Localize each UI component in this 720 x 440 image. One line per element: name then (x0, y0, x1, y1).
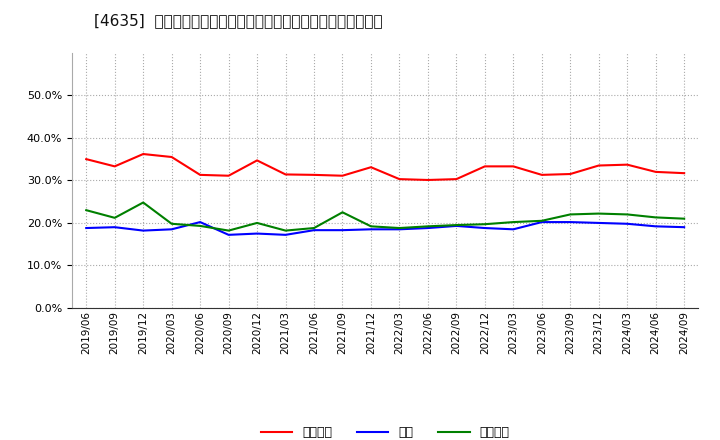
在庫 (652, 224, 660, 229)
買入債務 (82, 208, 91, 213)
売上債権 (623, 162, 631, 167)
買入債務 (537, 218, 546, 224)
買入債務 (338, 210, 347, 215)
Line: 売上債権: 売上債権 (86, 154, 684, 180)
売上債権 (196, 172, 204, 177)
買入債務 (423, 224, 432, 229)
売上債権 (366, 165, 375, 170)
買入債務 (480, 222, 489, 227)
売上債権 (253, 158, 261, 163)
在庫 (480, 225, 489, 231)
売上債権 (167, 154, 176, 160)
買入債務 (566, 212, 575, 217)
Line: 在庫: 在庫 (86, 222, 684, 235)
売上債権 (395, 176, 404, 182)
買入債務 (366, 224, 375, 229)
売上債権 (338, 173, 347, 178)
買入債務 (310, 225, 318, 231)
買入債務 (509, 220, 518, 225)
買入債務 (167, 221, 176, 227)
在庫 (366, 227, 375, 232)
買入債務 (395, 225, 404, 231)
買入債務 (225, 228, 233, 233)
売上債権 (225, 173, 233, 178)
買入債務 (253, 220, 261, 226)
売上債権 (509, 164, 518, 169)
売上債権 (423, 177, 432, 183)
買入債務 (652, 215, 660, 220)
売上債権 (310, 172, 318, 177)
在庫 (196, 220, 204, 225)
在庫 (595, 220, 603, 226)
在庫 (423, 225, 432, 231)
買入債務 (110, 215, 119, 220)
売上債権 (480, 164, 489, 169)
在庫 (537, 220, 546, 225)
買入債務 (282, 228, 290, 233)
在庫 (310, 227, 318, 233)
在庫 (282, 232, 290, 238)
在庫 (338, 227, 347, 233)
売上債権 (537, 172, 546, 177)
Text: [4635]  売上債権、在庫、買入債務の総資産に対する比率の推移: [4635] 売上債権、在庫、買入債務の総資産に対する比率の推移 (94, 13, 382, 28)
買入債務 (623, 212, 631, 217)
在庫 (167, 227, 176, 232)
買入債務 (680, 216, 688, 221)
売上債権 (110, 164, 119, 169)
売上債権 (139, 151, 148, 157)
在庫 (110, 224, 119, 230)
売上債権 (566, 171, 575, 176)
買入債務 (196, 223, 204, 228)
在庫 (225, 232, 233, 238)
在庫 (680, 224, 688, 230)
売上債権 (680, 171, 688, 176)
在庫 (82, 225, 91, 231)
買入債務 (452, 222, 461, 228)
売上債権 (282, 172, 290, 177)
Legend: 売上債権, 在庫, 買入債務: 売上債権, 在庫, 買入債務 (256, 422, 515, 440)
在庫 (509, 227, 518, 232)
買入債務 (139, 200, 148, 205)
在庫 (452, 223, 461, 228)
買入債務 (595, 211, 603, 216)
売上債権 (595, 163, 603, 168)
売上債権 (452, 176, 461, 182)
在庫 (566, 220, 575, 225)
在庫 (623, 221, 631, 227)
売上債権 (652, 169, 660, 175)
売上債権 (82, 157, 91, 162)
在庫 (395, 227, 404, 232)
在庫 (253, 231, 261, 236)
Line: 買入債務: 買入債務 (86, 202, 684, 231)
在庫 (139, 228, 148, 233)
